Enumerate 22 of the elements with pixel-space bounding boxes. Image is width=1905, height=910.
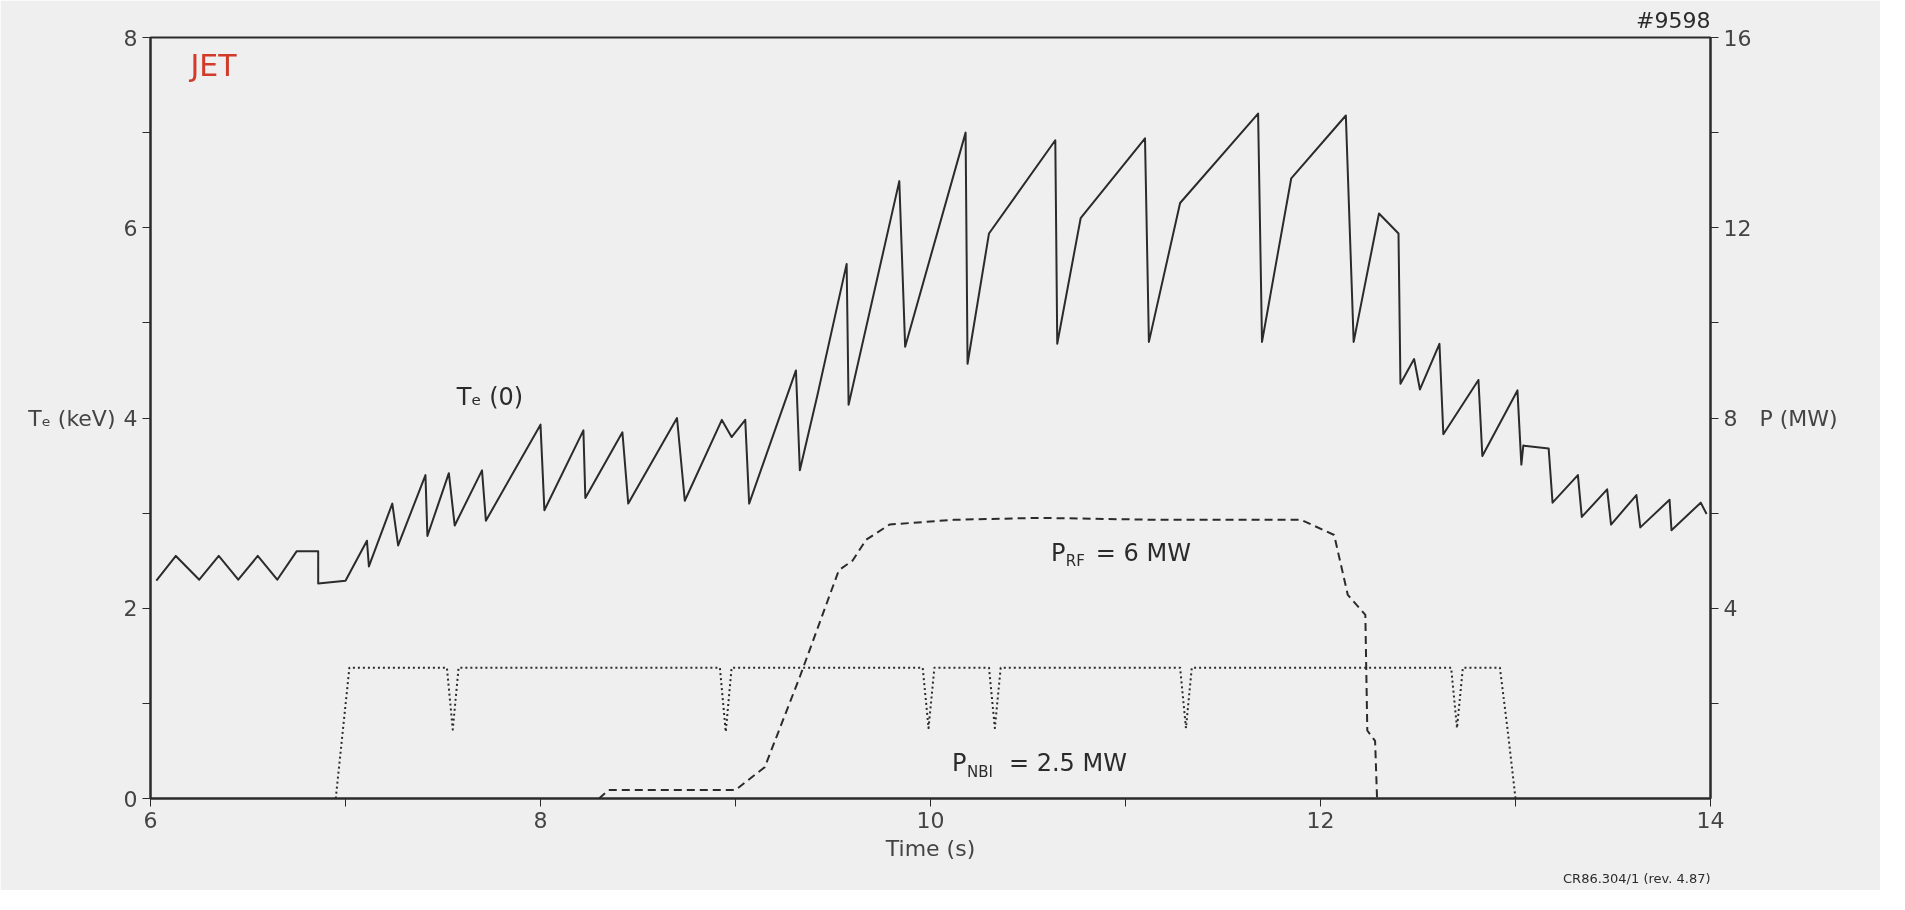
- annotation: Tₑ (0): [455, 383, 524, 412]
- x-tick-label: 8: [533, 807, 548, 833]
- y-tick-label: 4: [123, 406, 138, 431]
- x-axis-title: Time (s): [884, 835, 976, 861]
- y2-tick-label: 16: [1723, 25, 1752, 51]
- line-series: [155, 112, 1708, 585]
- y-tick-label: 8: [123, 25, 138, 51]
- x-tick-label: 6: [143, 807, 158, 833]
- y-axis-title: Tₑ (keV): [27, 405, 116, 431]
- y2-tick-label: 8: [1723, 406, 1738, 431]
- y-tick-label: 6: [123, 215, 138, 241]
- text: #9598: [1636, 7, 1711, 33]
- y-tick-label: 0: [123, 786, 138, 812]
- y2-axis-title: P (MW): [1759, 405, 1838, 431]
- x-tick-label: 14: [1696, 807, 1725, 833]
- x-tick-label: 12: [1306, 807, 1335, 833]
- text: CR86.304/1 (rev. 4.87): [1563, 870, 1711, 886]
- y2-tick-label: 12: [1723, 215, 1752, 241]
- x-tick-label: 10: [916, 807, 945, 833]
- annotation: JET: [188, 47, 238, 83]
- y-tick-label: 2: [123, 596, 138, 622]
- y2-tick-label: 4: [1723, 596, 1738, 622]
